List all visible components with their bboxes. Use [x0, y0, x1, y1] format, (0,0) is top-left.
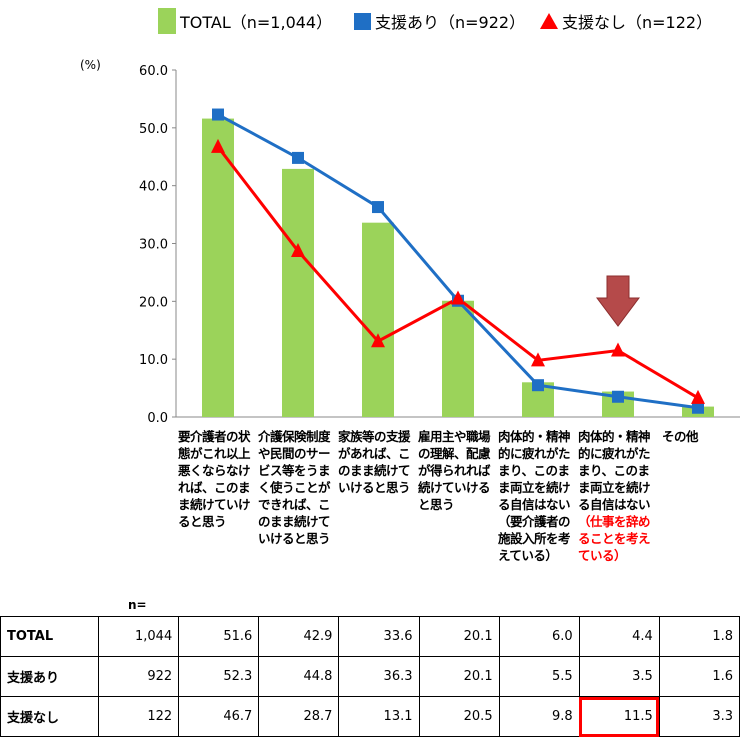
- category-label: 雇用主や職場の理解、配慮が得られれば続けていけると思う: [418, 428, 492, 513]
- category-label-text: 肉体的・精神的に疲れがたまり、このまま両立を続ける自信はない（要介護者の施設入所…: [498, 429, 571, 563]
- category-label-text: 介護保険制度や民間のサービス等をうまく使うことができれば、このまま続けていけると…: [258, 429, 331, 546]
- point-with-support: [212, 108, 224, 121]
- y-tick-label: 10.0: [139, 353, 168, 368]
- legend-item-without-support: 支援なし（n=122）: [540, 8, 712, 34]
- point-with-support: [612, 390, 624, 403]
- y-tick-label: 40.0: [139, 180, 168, 195]
- row-n: 122: [98, 696, 180, 737]
- table-cell: 36.3: [338, 656, 420, 697]
- chart-plot: 0.0 10.0 20.0 30.0 40.0 50.0 60.0: [139, 64, 740, 425]
- table-cell: 20.1: [418, 616, 500, 657]
- legend-swatch-total: [158, 8, 176, 34]
- category-label: 肉体的・精神的に疲れがたまり、このまま両立を続ける自信はない（要介護者の施設入所…: [498, 428, 572, 564]
- y-tick-label: 20.0: [139, 295, 168, 310]
- category-label: その他: [662, 428, 736, 445]
- category-label-highlight: （仕事を辞めることを考えている）: [578, 514, 651, 563]
- row-n: 922: [98, 656, 180, 697]
- row-n: 1,044: [98, 616, 180, 657]
- category-label: 要介護者の状態がこれ以上悪くならなければ、このまま続けていけると思う: [178, 428, 252, 530]
- table-cell: 46.7: [178, 696, 260, 737]
- table-cell: 33.6: [338, 616, 420, 657]
- row-label: TOTAL: [0, 616, 100, 657]
- table-cell: 44.8: [258, 656, 340, 697]
- category-label-text: 要介護者の状態がこれ以上悪くならなければ、このまま続けていけると思う: [178, 429, 251, 529]
- table-row: TOTAL 1,044 51.6 42.9 33.6 20.1 6.0 4.4 1.8: [0, 616, 740, 657]
- table-cell: 6.0: [498, 616, 580, 657]
- table-cell: 13.1: [338, 696, 420, 737]
- table-cell: 5.5: [498, 656, 580, 697]
- y-tick-label: 0.0: [147, 411, 168, 425]
- point-without-support: [371, 333, 385, 348]
- bar-total: [202, 118, 234, 417]
- legend-swatch-with-support: [354, 12, 371, 30]
- table-cell: 51.6: [178, 616, 260, 657]
- table-cell: 11.5: [578, 696, 660, 737]
- category-label-text: 雇用主や職場の理解、配慮が得られれば続けていけると思う: [418, 429, 491, 512]
- down-arrow-annotation: [596, 275, 640, 327]
- legend-label-without-support: 支援なし（n=122）: [562, 13, 713, 32]
- point-without-support: [691, 389, 705, 404]
- y-unit-label: (%): [80, 58, 101, 72]
- point-without-support: [611, 342, 625, 357]
- y-tick-label: 60.0: [139, 64, 168, 79]
- table-cell: 1.8: [658, 616, 740, 657]
- point-without-support: [451, 290, 465, 305]
- point-without-support: [291, 243, 305, 258]
- table-cell: 20.1: [418, 656, 500, 697]
- table-row: 支援あり 922 52.3 44.8 36.3 20.1 5.5 3.5 1.6: [0, 656, 740, 697]
- category-label-text: 家族等の支援があれば、このまま続けていけると思う: [338, 429, 411, 495]
- table-cell: 1.6: [658, 656, 740, 697]
- legend-item-total: TOTAL（n=1,044）: [158, 8, 332, 34]
- bar-total: [362, 222, 394, 417]
- point-without-support: [211, 138, 225, 153]
- table-cell: 42.9: [258, 616, 340, 657]
- point-with-support: [692, 401, 704, 414]
- legend-label-total: TOTAL（n=1,044）: [180, 13, 333, 32]
- legend: TOTAL（n=1,044） 支援あり（n=922） 支援なし（n=122）: [0, 0, 740, 40]
- point-without-support: [531, 352, 545, 367]
- table-row: 支援なし 122 46.7 28.7 13.1 20.5 9.8 11.5 3.3: [0, 696, 740, 737]
- category-label-text: 肉体的・精神的に疲れがたまり、このまま両立を続ける自信はない: [578, 429, 651, 512]
- bar-total: [442, 300, 474, 417]
- point-with-support: [372, 201, 384, 214]
- table-cell: 3.5: [578, 656, 660, 697]
- legend-item-with-support: 支援あり（n=922）: [354, 8, 525, 34]
- table-cell: 9.8: [498, 696, 580, 737]
- category-label: 肉体的・精神的に疲れがたまり、このまま両立を続ける自信はない（仕事を辞めることを…: [578, 428, 652, 564]
- row-label: 支援なし: [0, 696, 100, 737]
- table-cell: 52.3: [178, 656, 260, 697]
- table-cell: 28.7: [258, 696, 340, 737]
- y-tick-label: 50.0: [139, 122, 168, 137]
- y-tick-label: 30.0: [139, 238, 168, 253]
- legend-label-with-support: 支援あり（n=922）: [375, 13, 526, 32]
- table-cell: 3.3: [658, 696, 740, 737]
- data-table: TOTAL 1,044 51.6 42.9 33.6 20.1 6.0 4.4 1.8 支援あり 9…: [0, 616, 740, 737]
- category-label-text: その他: [662, 429, 699, 444]
- n-label: n=: [128, 598, 147, 612]
- point-with-support: [292, 151, 304, 164]
- table-cell: 4.4: [578, 616, 660, 657]
- point-with-support: [532, 379, 544, 392]
- table-cell: 20.5: [418, 696, 500, 737]
- legend-swatch-without-support: [540, 13, 558, 29]
- category-label: 介護保険制度や民間のサービス等をうまく使うことができれば、このまま続けていけると…: [258, 428, 332, 547]
- bar-total: [282, 168, 314, 417]
- category-label: 家族等の支援があれば、このまま続けていけると思う: [338, 428, 412, 496]
- row-label: 支援あり: [0, 656, 100, 697]
